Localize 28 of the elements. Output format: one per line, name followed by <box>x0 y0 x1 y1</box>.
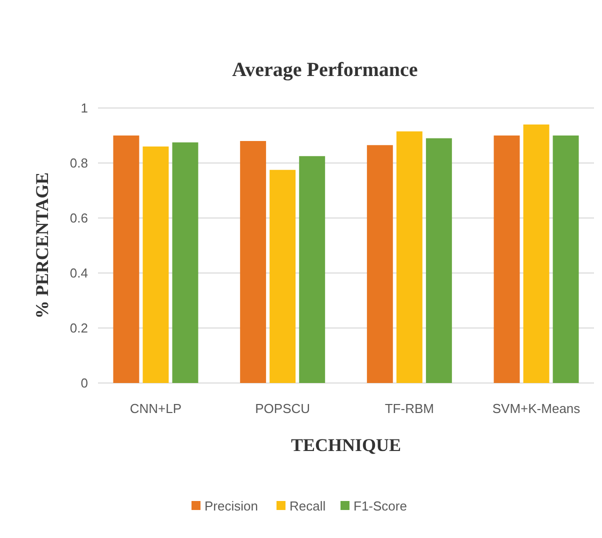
legend-label: Precision <box>204 498 258 514</box>
bar <box>113 136 140 383</box>
legend-label: Recall <box>290 498 326 514</box>
chart-title: Average Performance <box>232 59 418 81</box>
y-tick-label: 1 <box>80 100 88 116</box>
bar <box>270 170 296 383</box>
bar <box>299 156 326 383</box>
y-tick-label: 0.4 <box>70 266 88 281</box>
bar <box>142 146 169 383</box>
x-axis-title: TECHNIQUE <box>290 435 402 455</box>
bar <box>426 138 452 383</box>
x-tick-label: SVM+K-Means <box>492 401 581 416</box>
y-tick-label: 0 <box>80 376 88 391</box>
bar <box>396 131 422 383</box>
bar <box>523 124 550 383</box>
bar <box>552 136 579 383</box>
y-tick-label: 0.6 <box>70 210 88 226</box>
y-tick-label: 0.8 <box>70 156 88 171</box>
y-axis-title: % PERCENTAGE <box>32 172 52 319</box>
x-tick-label: CNN+LP <box>130 401 182 416</box>
bar <box>240 141 266 383</box>
bar <box>172 142 198 383</box>
bar <box>494 136 520 383</box>
x-tick-label: POPSCU <box>255 401 310 416</box>
y-tick-label: 0.2 <box>70 320 88 336</box>
bar <box>366 145 393 383</box>
legend-label: F1-Score <box>354 498 407 514</box>
x-tick-label: TF-RBM <box>384 401 434 416</box>
